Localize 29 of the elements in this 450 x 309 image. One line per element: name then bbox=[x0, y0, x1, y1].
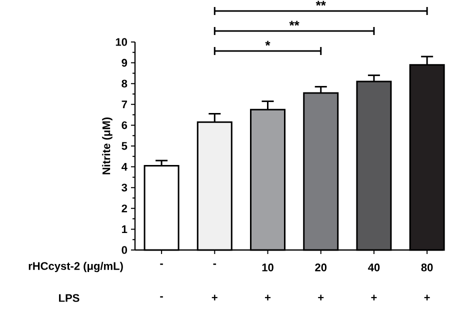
text: LPS bbox=[59, 294, 80, 302]
x-tick-label: - bbox=[160, 264, 163, 265]
text: + bbox=[371, 294, 377, 300]
y-tick-label: 3 bbox=[122, 184, 128, 192]
text: + bbox=[212, 294, 218, 300]
x-tick-label: 40 bbox=[368, 264, 380, 272]
text: + bbox=[318, 294, 324, 300]
x-tick-label: 20 bbox=[315, 264, 327, 272]
y-tick-label: 2 bbox=[122, 204, 128, 212]
y-tick-label: 0 bbox=[122, 246, 128, 254]
x-tick-label: 80 bbox=[421, 264, 433, 272]
x-tick-label: - bbox=[213, 264, 216, 265]
y-tick-label: 10 bbox=[116, 38, 128, 46]
x-axis-title: rHCcyst-2 (μg/mL) bbox=[28, 262, 123, 272]
x-tick-label: 10 bbox=[262, 264, 274, 272]
y-tick-label: 8 bbox=[122, 80, 128, 88]
y-tick-label: 6 bbox=[122, 121, 128, 130]
text: + bbox=[424, 294, 430, 300]
y-tick-label: 7 bbox=[122, 100, 127, 108]
y-tick-label: 4 bbox=[122, 163, 128, 171]
y-tick-label: 5 bbox=[122, 142, 128, 150]
text: + bbox=[265, 294, 271, 300]
text: ** bbox=[289, 20, 300, 26]
annotation: * bbox=[265, 40, 270, 46]
y-tick-label: 9 bbox=[122, 58, 128, 67]
y-tick-label: 1 bbox=[122, 225, 128, 233]
text: - bbox=[160, 296, 163, 298]
y-axis-title: Nitrite (μM) bbox=[102, 118, 112, 174]
text: ** bbox=[316, 0, 326, 6]
